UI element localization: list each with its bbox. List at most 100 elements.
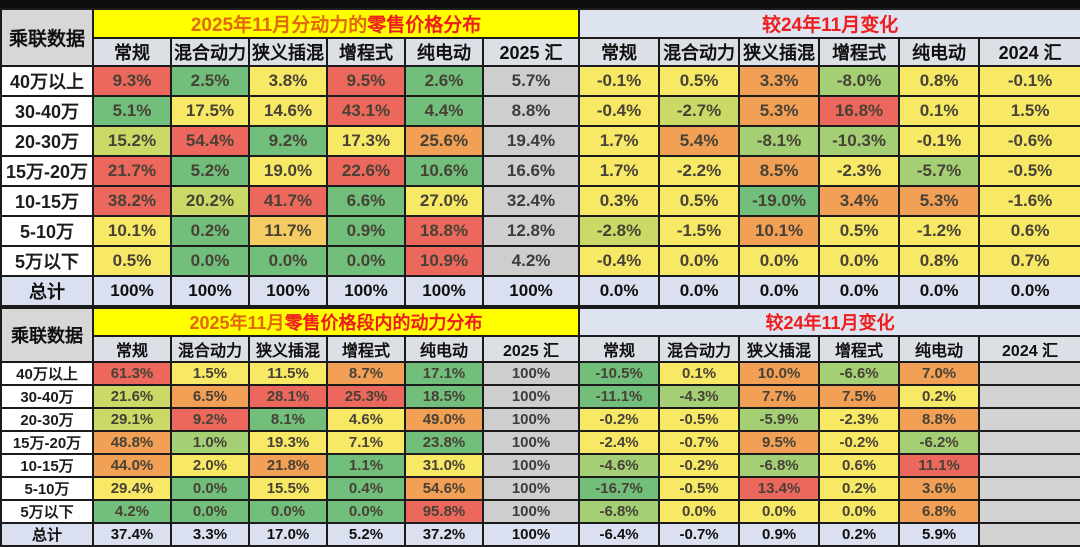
data-cell: 0.5%	[658, 185, 741, 217]
column-header: 2025 汇	[481, 37, 581, 67]
row-label: 20-30万	[0, 125, 94, 157]
data-cell: 15.2%	[92, 125, 172, 157]
data-cell: 19.4%	[481, 125, 581, 157]
data-cell: -0.7%	[658, 430, 741, 455]
data-cell: 11.7%	[248, 215, 328, 247]
data-cell: -1.5%	[658, 215, 741, 247]
data-cell: -0.5%	[658, 407, 741, 432]
data-cell: 8.1%	[248, 407, 328, 432]
data-cell: 0.0%	[578, 275, 661, 307]
row-label: 20-30万	[0, 407, 94, 432]
data-cell: -4.6%	[578, 453, 661, 478]
data-cell: -19.0%	[738, 185, 821, 217]
data-cell: 95.8%	[404, 499, 484, 524]
data-cell	[978, 476, 1080, 501]
data-cell: 19.3%	[248, 430, 328, 455]
row-label: 15万-20万	[0, 155, 94, 187]
data-cell: 4.2%	[481, 245, 581, 277]
data-cell: 0.5%	[818, 215, 901, 247]
row-label: 总计	[0, 522, 94, 547]
data-cell: 100%	[481, 476, 581, 501]
table2-body: 40万以上 61.3% 1.5% 11.5% 8.7% 17.1% 100% -10.5% 0.…	[0, 361, 1080, 547]
data-cell: 2.6%	[404, 65, 484, 97]
column-header: 增程式	[818, 335, 901, 363]
data-cell: -6.4%	[578, 522, 661, 547]
source-label: 乘联数据	[0, 307, 94, 363]
data-cell: 0.0%	[170, 476, 250, 501]
data-cell: -0.6%	[978, 125, 1080, 157]
data-cell: 100%	[170, 275, 250, 307]
table-row: 30-40万 5.1% 17.5% 14.6% 43.1% 4.4% 8.8% -0.4% -2…	[0, 95, 1080, 127]
data-cell: -2.8%	[578, 215, 661, 247]
table1-title-part1: 2025年11月分动力的	[190, 15, 368, 36]
data-cell: 0.0%	[326, 245, 406, 277]
data-cell: -1.2%	[898, 215, 981, 247]
data-cell: 7.1%	[326, 430, 406, 455]
data-cell: 27.0%	[404, 185, 484, 217]
data-cell: 0.0%	[738, 275, 821, 307]
data-cell: 23.8%	[404, 430, 484, 455]
data-cell: 5.7%	[481, 65, 581, 97]
data-cell: 0.5%	[92, 245, 172, 277]
row-label: 40万以上	[0, 65, 94, 97]
data-cell: -5.7%	[898, 155, 981, 187]
data-cell: 8.8%	[481, 95, 581, 127]
data-cell: 17.5%	[170, 95, 250, 127]
table-row: 40万以上 61.3% 1.5% 11.5% 8.7% 17.1% 100% -10.5% 0.…	[0, 361, 1080, 386]
data-cell: 54.4%	[170, 125, 250, 157]
data-cell: 6.5%	[170, 384, 250, 409]
data-cell: 100%	[404, 275, 484, 307]
data-cell: -2.2%	[658, 155, 741, 187]
data-cell: 7.5%	[818, 384, 901, 409]
column-header: 2024 汇	[978, 335, 1080, 363]
data-cell: -0.5%	[658, 476, 741, 501]
data-cell: 29.4%	[92, 476, 172, 501]
data-cell: 0.0%	[248, 245, 328, 277]
data-cell: -0.2%	[818, 430, 901, 455]
data-cell: 44.0%	[92, 453, 172, 478]
data-cell: 18.8%	[404, 215, 484, 247]
data-cell: 4.4%	[404, 95, 484, 127]
data-cell: 9.3%	[92, 65, 172, 97]
table1-body: 40万以上 9.3% 2.5% 3.8% 9.5% 2.6% 5.7% -0.1% 0.5% 3.…	[0, 65, 1080, 307]
data-cell: 25.6%	[404, 125, 484, 157]
table2-title-part2: 零售价格段内的动力分布	[284, 313, 483, 333]
data-cell: 0.0%	[658, 275, 741, 307]
data-cell: 13.4%	[738, 476, 821, 501]
data-cell: 100%	[481, 453, 581, 478]
row-label: 30-40万	[0, 384, 94, 409]
data-cell: 0.2%	[170, 215, 250, 247]
data-cell: 10.0%	[738, 361, 821, 386]
data-cell: -0.1%	[978, 65, 1080, 97]
table2-column-headers: 常规 混合动力 狭义插混 增程式 纯电动 2025 汇常规 混合动力 狭义插混 增程式 纯电动 20…	[1, 335, 1080, 363]
data-cell: 8.5%	[738, 155, 821, 187]
data-cell: 18.5%	[404, 384, 484, 409]
data-cell: -6.8%	[738, 453, 821, 478]
data-cell: -2.3%	[818, 407, 901, 432]
table-row: 5-10万 29.4% 0.0% 15.5% 0.4% 54.6% 100% -16.7% -0…	[0, 476, 1080, 501]
data-cell: -10.3%	[818, 125, 901, 157]
data-cell: 3.8%	[248, 65, 328, 97]
data-cell	[978, 384, 1080, 409]
row-label: 5-10万	[0, 215, 94, 247]
table-row: 5万以下 0.5% 0.0% 0.0% 0.0% 10.9% 4.2% -0.4% 0.0% 0.…	[0, 245, 1080, 277]
data-cell: 2.5%	[170, 65, 250, 97]
data-cell: 0.0%	[738, 245, 821, 277]
row-label: 5万以下	[0, 245, 94, 277]
table2-change-title: 较24年11月变化	[578, 307, 1080, 337]
data-cell: 22.6%	[326, 155, 406, 187]
data-cell: 31.0%	[404, 453, 484, 478]
table-row: 20-30万 15.2% 54.4% 9.2% 17.3% 25.6% 19.4% 1.7% 5…	[0, 125, 1080, 157]
row-label: 5万以下	[0, 499, 94, 524]
data-cell: 100%	[481, 384, 581, 409]
data-cell: 20.2%	[170, 185, 250, 217]
data-cell: 5.1%	[92, 95, 172, 127]
data-cell: 0.6%	[978, 215, 1080, 247]
data-cell: 100%	[92, 275, 172, 307]
row-label: 30-40万	[0, 95, 94, 127]
row-label: 40万以上	[0, 361, 94, 386]
table-row: 10-15万 44.0% 2.0% 21.8% 1.1% 31.0% 100% -4.6% -0…	[0, 453, 1080, 478]
data-cell: 1.7%	[578, 155, 661, 187]
data-cell: 1.1%	[326, 453, 406, 478]
data-cell: 14.6%	[248, 95, 328, 127]
